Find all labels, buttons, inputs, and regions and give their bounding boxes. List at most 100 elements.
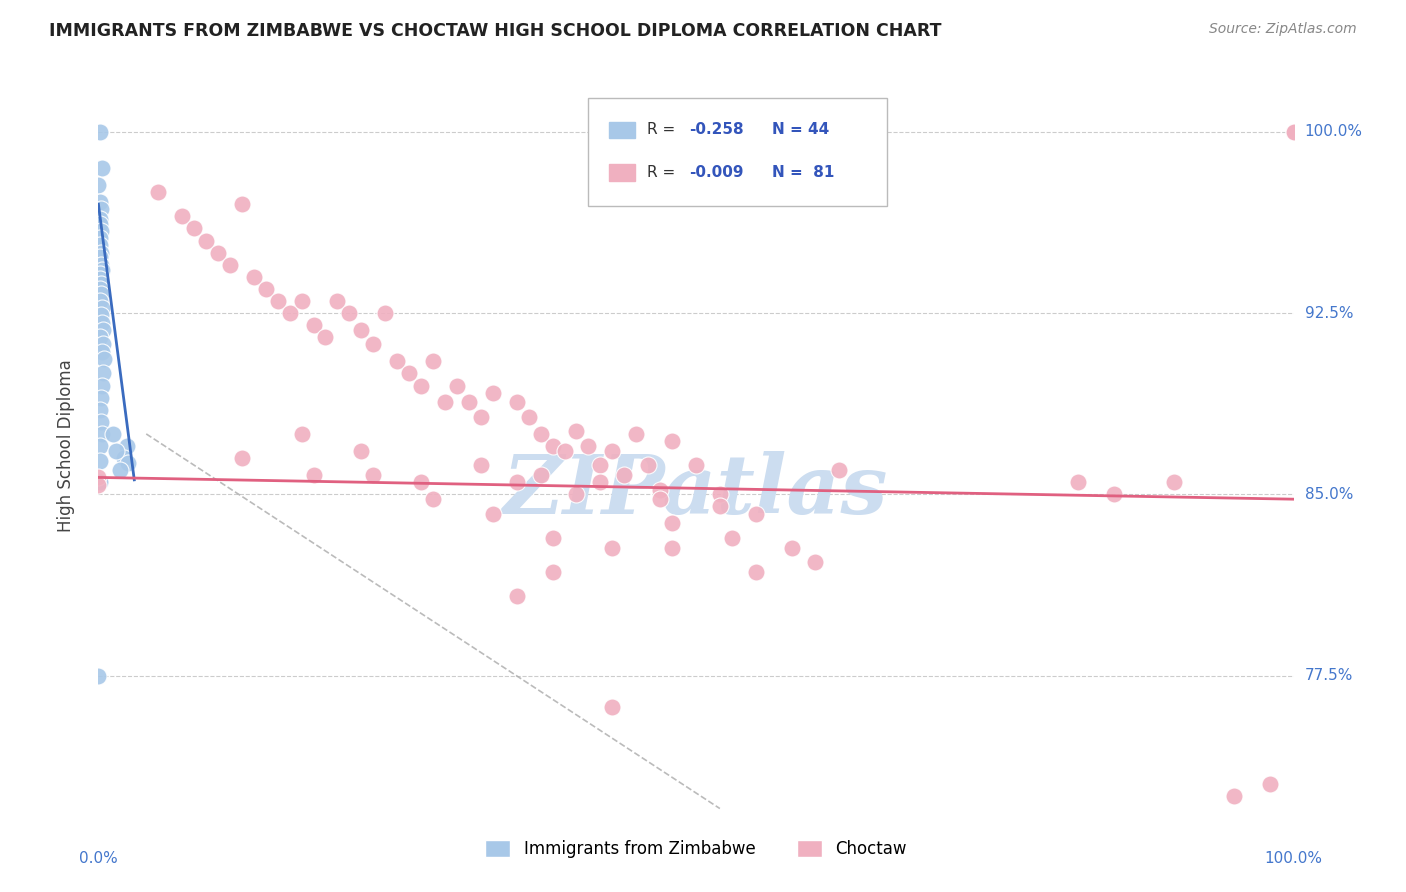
Y-axis label: High School Diploma: High School Diploma: [56, 359, 75, 533]
Point: [315, 330, 337, 344]
Point: [172, 210, 194, 224]
Point: [91, 367, 114, 381]
Point: [90, 415, 112, 429]
Point: [530, 426, 553, 441]
Point: [278, 306, 301, 320]
Point: [422, 354, 444, 368]
Point: [90, 202, 112, 216]
Point: [685, 458, 707, 473]
Point: [91, 301, 114, 316]
Text: ZIPatlas: ZIPatlas: [503, 451, 889, 531]
Point: [183, 221, 205, 235]
Point: [745, 507, 768, 521]
Text: 85.0%: 85.0%: [1305, 487, 1353, 502]
Point: [506, 395, 529, 409]
Point: [661, 541, 683, 555]
Point: [709, 500, 731, 514]
Point: [89, 125, 111, 139]
Point: [363, 468, 385, 483]
Point: [87, 178, 110, 192]
Point: [602, 443, 624, 458]
Point: [661, 516, 683, 531]
Point: [90, 286, 112, 301]
Text: 0.0%: 0.0%: [79, 851, 118, 866]
Point: [637, 458, 659, 473]
Point: [541, 531, 564, 545]
Point: [481, 385, 505, 400]
Point: [89, 402, 111, 417]
Point: [89, 293, 111, 308]
Point: [89, 330, 111, 344]
Point: [267, 293, 290, 308]
Point: [89, 453, 111, 467]
Point: [90, 277, 112, 291]
Point: [709, 487, 731, 501]
Point: [506, 589, 529, 603]
Text: R =: R =: [647, 122, 681, 137]
Point: [91, 323, 114, 337]
Point: [470, 458, 492, 473]
Text: 100.0%: 100.0%: [1305, 124, 1362, 139]
Text: 77.5%: 77.5%: [1305, 668, 1353, 683]
Point: [207, 245, 229, 260]
Point: [517, 409, 540, 424]
Text: N = 44: N = 44: [772, 122, 830, 137]
Point: [91, 426, 114, 441]
Point: [541, 565, 564, 579]
Point: [446, 378, 468, 392]
Point: [1282, 125, 1305, 139]
Point: [302, 318, 325, 333]
Point: [91, 378, 114, 392]
Bar: [609, 121, 636, 138]
Point: [231, 197, 253, 211]
Point: [89, 251, 111, 265]
Point: [385, 354, 409, 368]
Point: [602, 541, 624, 555]
Point: [89, 238, 111, 252]
FancyBboxPatch shape: [589, 97, 887, 206]
Point: [363, 337, 385, 351]
Text: -0.009: -0.009: [689, 165, 744, 180]
Point: [91, 316, 114, 330]
Legend: Immigrants from Zimbabwe, Choctaw: Immigrants from Zimbabwe, Choctaw: [478, 833, 914, 864]
Point: [90, 245, 112, 260]
Point: [89, 475, 111, 490]
Bar: [609, 164, 636, 181]
Point: [780, 541, 803, 555]
Point: [112, 451, 135, 466]
Point: [90, 258, 112, 272]
Point: [90, 224, 112, 238]
Point: [90, 391, 112, 405]
Point: [195, 234, 218, 248]
Point: [1104, 487, 1126, 501]
Point: [661, 434, 683, 449]
Point: [565, 487, 588, 501]
Point: [87, 477, 110, 491]
Point: [89, 194, 111, 209]
Point: [326, 293, 349, 308]
Point: [470, 409, 492, 424]
Point: [434, 395, 457, 409]
Point: [87, 470, 110, 484]
Point: [89, 272, 111, 286]
Point: [458, 395, 481, 409]
Point: [89, 282, 111, 296]
Point: [87, 668, 110, 682]
Point: [481, 507, 505, 521]
Point: [804, 555, 827, 569]
Point: [117, 456, 139, 470]
Point: [374, 306, 396, 320]
Point: [1067, 475, 1090, 490]
Text: Source: ZipAtlas.com: Source: ZipAtlas.com: [1209, 22, 1357, 37]
Point: [291, 426, 314, 441]
Point: [108, 463, 131, 477]
Point: [219, 258, 242, 272]
Point: [231, 451, 253, 466]
Point: [626, 426, 648, 441]
Text: N =  81: N = 81: [772, 165, 835, 180]
Point: [602, 700, 624, 714]
Point: [90, 309, 112, 323]
Point: [589, 475, 612, 490]
Point: [101, 426, 124, 441]
Point: [745, 565, 768, 579]
